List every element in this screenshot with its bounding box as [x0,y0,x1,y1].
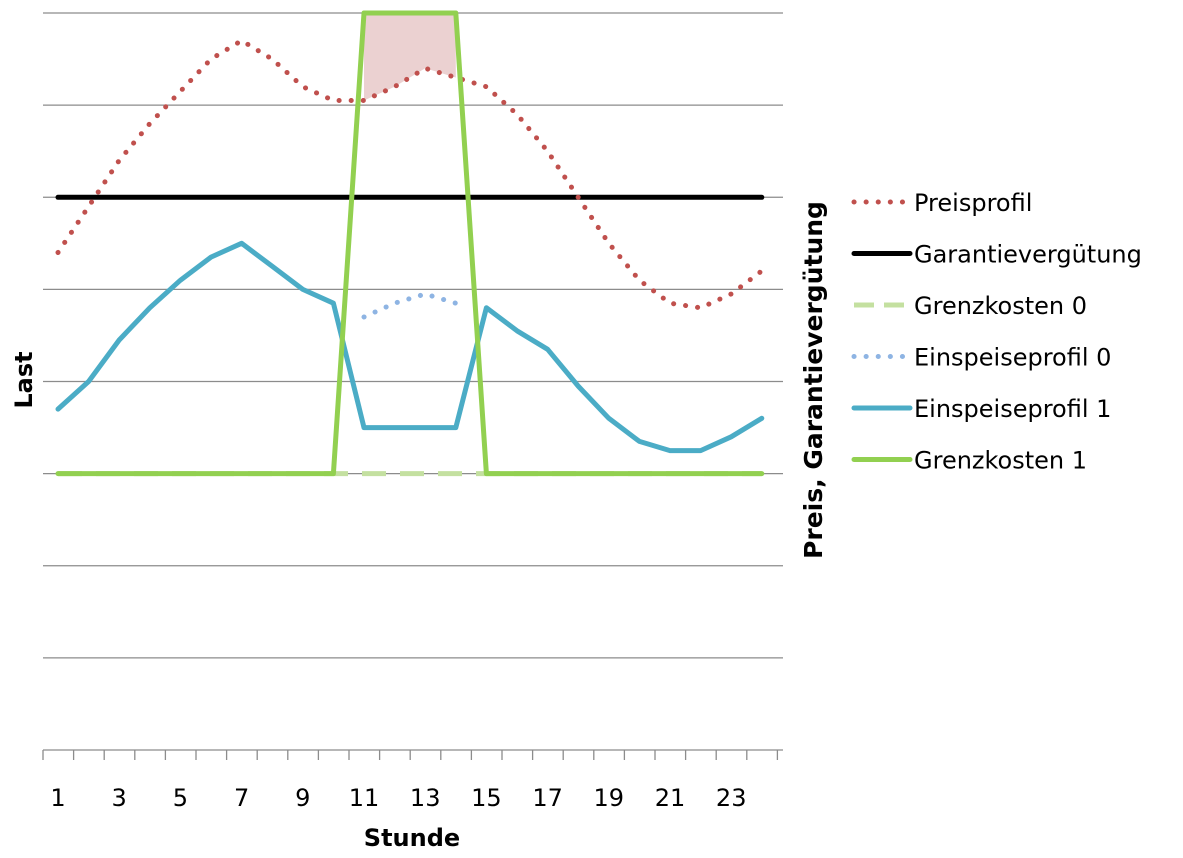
legend-label-grenzkosten-0: Grenzkosten 0 [914,292,1087,320]
y-axis-label-left: Last [10,351,38,408]
x-tick-label: 19 [594,784,625,812]
x-tick-label: 15 [471,784,502,812]
legend: Preisprofil Garantievergütung Grenzkosten … [851,189,1142,475]
x-axis: 1 3 5 7 9 11 13 15 17 19 21 23 [42,750,779,812]
series-line-einspeiseprofil-0 [361,291,459,320]
x-tick-label: 5 [173,784,188,812]
x-tick-label: 7 [234,784,249,812]
legend-label-preisprofil: Preisprofil [914,189,1032,217]
gridlines [43,12,783,751]
y-axis-label-right: Preis, Garantievergütung [799,201,828,559]
x-tick-label: 23 [716,784,747,812]
x-tick-label: 11 [349,784,380,812]
x-tick-label: 17 [532,784,563,812]
x-tick-label: 13 [410,784,441,812]
legend-label-grenzkosten-1: Grenzkosten 1 [914,447,1087,475]
legend-label-garantieverguetung: Garantievergütung [914,241,1142,269]
x-tick-label: 21 [655,784,686,812]
series-line-grenzkosten-1 [55,10,765,477]
highlight-region [364,13,456,101]
highlight-area [364,13,456,101]
x-tick-label: 3 [112,784,127,812]
series-lines [55,10,765,477]
legend-label-einspeiseprofil-0: Einspeiseprofil 0 [914,344,1111,372]
legend-label-einspeiseprofil-1: Einspeiseprofil 1 [914,395,1111,423]
series-line-preisprofil [55,37,765,311]
axis-labels: Stunde Last Preis, Garantievergütung [10,201,828,852]
x-tick-label: 1 [50,784,65,812]
x-tick-label: 9 [295,784,310,812]
series-line-einspeiseprofil-1 [55,240,765,454]
x-axis-label: Stunde [364,824,460,852]
